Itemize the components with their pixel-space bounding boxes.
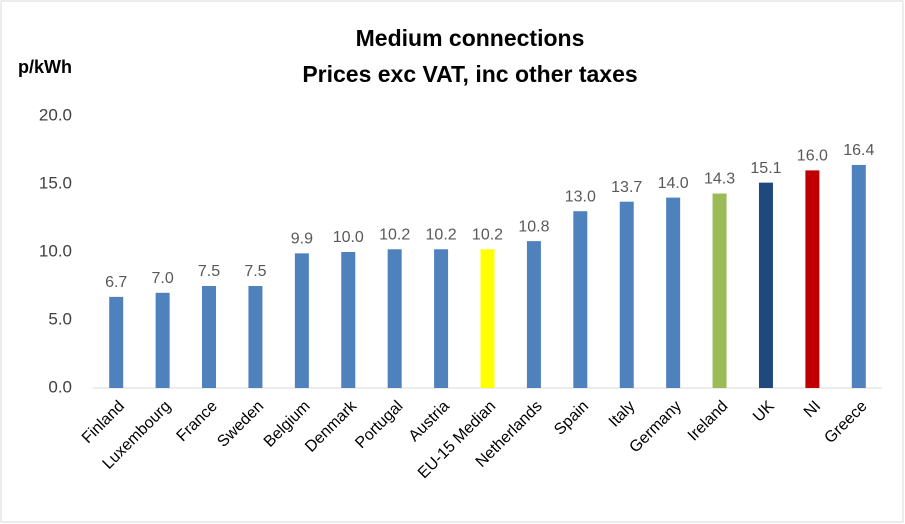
y-axis-label: p/kWh <box>18 57 72 77</box>
data-label: 16.0 <box>797 148 828 165</box>
bar <box>202 286 217 388</box>
bar <box>109 296 124 388</box>
bar <box>805 170 820 388</box>
bar <box>155 292 170 388</box>
bar <box>526 241 541 388</box>
data-label: 15.1 <box>750 160 781 177</box>
data-label: 10.2 <box>379 226 410 243</box>
data-label: 10.2 <box>472 226 503 243</box>
y-tick-label: 5.0 <box>48 309 72 328</box>
y-tick-label: 20.0 <box>39 105 72 124</box>
bar <box>434 249 449 388</box>
data-label: 10.8 <box>518 218 549 235</box>
data-label: 9.9 <box>291 231 313 248</box>
bar <box>387 249 402 388</box>
data-label: 13.7 <box>611 179 642 196</box>
bar <box>666 197 681 388</box>
bar <box>851 164 866 388</box>
data-label: 6.7 <box>105 274 127 291</box>
data-label: 7.5 <box>244 263 266 280</box>
chart-title: Medium connections <box>356 25 585 51</box>
data-label: 7.0 <box>151 270 173 287</box>
bar <box>248 286 263 388</box>
data-label: 10.2 <box>426 226 457 243</box>
data-label: 14.3 <box>704 171 735 188</box>
bar <box>341 252 356 388</box>
data-label: 10.0 <box>333 229 364 246</box>
bar <box>758 182 773 388</box>
y-tick-label: 15.0 <box>39 173 72 192</box>
bar <box>294 253 309 388</box>
data-label: 14.0 <box>658 175 689 192</box>
y-tick-label: 10.0 <box>39 241 72 260</box>
bar <box>712 193 727 388</box>
bar <box>619 201 634 388</box>
bar <box>573 211 588 388</box>
y-tick-label: 0.0 <box>48 377 72 396</box>
chart-subtitle: Prices exc VAT, inc other taxes <box>302 61 637 87</box>
data-label: 13.0 <box>565 188 596 205</box>
bar <box>480 249 495 388</box>
data-label: 16.4 <box>843 142 874 159</box>
data-label: 7.5 <box>198 263 220 280</box>
